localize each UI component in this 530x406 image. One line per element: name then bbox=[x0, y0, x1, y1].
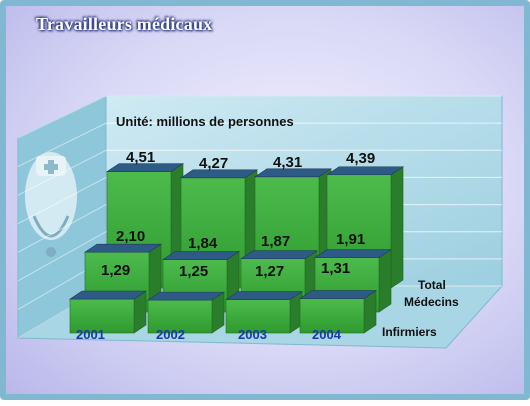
bar-infirmiers-2003-top bbox=[225, 291, 303, 300]
bar-infirmiers-2001 bbox=[69, 298, 135, 334]
data-label: 1,91 bbox=[336, 231, 365, 248]
data-label: 1,27 bbox=[255, 263, 284, 280]
gridline-side bbox=[17, 204, 107, 253]
bar-infirmiers-2001-top bbox=[69, 290, 147, 300]
data-label: 1,31 bbox=[321, 260, 350, 277]
bar-total-2004-side bbox=[390, 166, 404, 289]
x-tick-label: 2002 bbox=[156, 327, 185, 342]
gridline-side bbox=[17, 231, 107, 282]
bar-médecins-2002-top bbox=[162, 251, 240, 260]
data-label: 1,87 bbox=[261, 233, 290, 250]
gridline-side bbox=[17, 95, 107, 139]
bar-total-2001-top bbox=[106, 163, 184, 172]
nurse-icon bbox=[25, 152, 77, 257]
data-label: 1,25 bbox=[179, 263, 208, 280]
bar-médecins-2003-top bbox=[240, 250, 318, 260]
x-tick-label: 2001 bbox=[76, 327, 105, 342]
gridline-side bbox=[17, 176, 107, 225]
data-label: 4,39 bbox=[346, 150, 375, 167]
gridline-side bbox=[17, 149, 107, 196]
series-label: Infirmiers bbox=[382, 325, 437, 339]
bar-infirmiers-2004-top bbox=[299, 290, 377, 299]
gridline-side bbox=[17, 122, 107, 168]
bar-médecins-2004-top bbox=[314, 249, 392, 258]
chart-labels: 1,29 1,25 1,27 1,31 2,10 1,84 1,87 1,91 4,51 4,27… bbox=[76, 149, 459, 342]
data-label: 2,10 bbox=[116, 228, 145, 245]
series-label: Total bbox=[418, 278, 446, 292]
data-label: 1,29 bbox=[101, 262, 130, 279]
x-tick-label: 2004 bbox=[312, 327, 342, 342]
x-tick-label: 2003 bbox=[238, 327, 267, 342]
data-label: 4,27 bbox=[199, 155, 228, 172]
bar-médecins-2001-top bbox=[84, 243, 162, 253]
bar-total-2003-top bbox=[254, 168, 332, 178]
bar-médecins-2004-side bbox=[378, 249, 392, 313]
data-label: 4,31 bbox=[273, 154, 302, 171]
bar-infirmiers-2004 bbox=[299, 298, 365, 334]
chart-bars bbox=[69, 163, 404, 334]
bar-infirmiers-2002-top bbox=[147, 291, 225, 301]
series-label: Médecins bbox=[404, 295, 459, 309]
unit-label: Unité: millions de personnes bbox=[116, 114, 294, 129]
bar-total-2004-top bbox=[326, 166, 404, 176]
bar-total-2002-top bbox=[180, 169, 258, 179]
data-label: 4,51 bbox=[126, 149, 155, 166]
chart-title: Travailleurs médicaux bbox=[36, 14, 213, 34]
data-label: 1,84 bbox=[188, 235, 218, 252]
bar-infirmiers-2003 bbox=[225, 299, 291, 334]
chart-svg: 1,29 1,25 1,27 1,31 2,10 1,84 1,87 1,91 4,51 4,27… bbox=[16, 95, 504, 349]
